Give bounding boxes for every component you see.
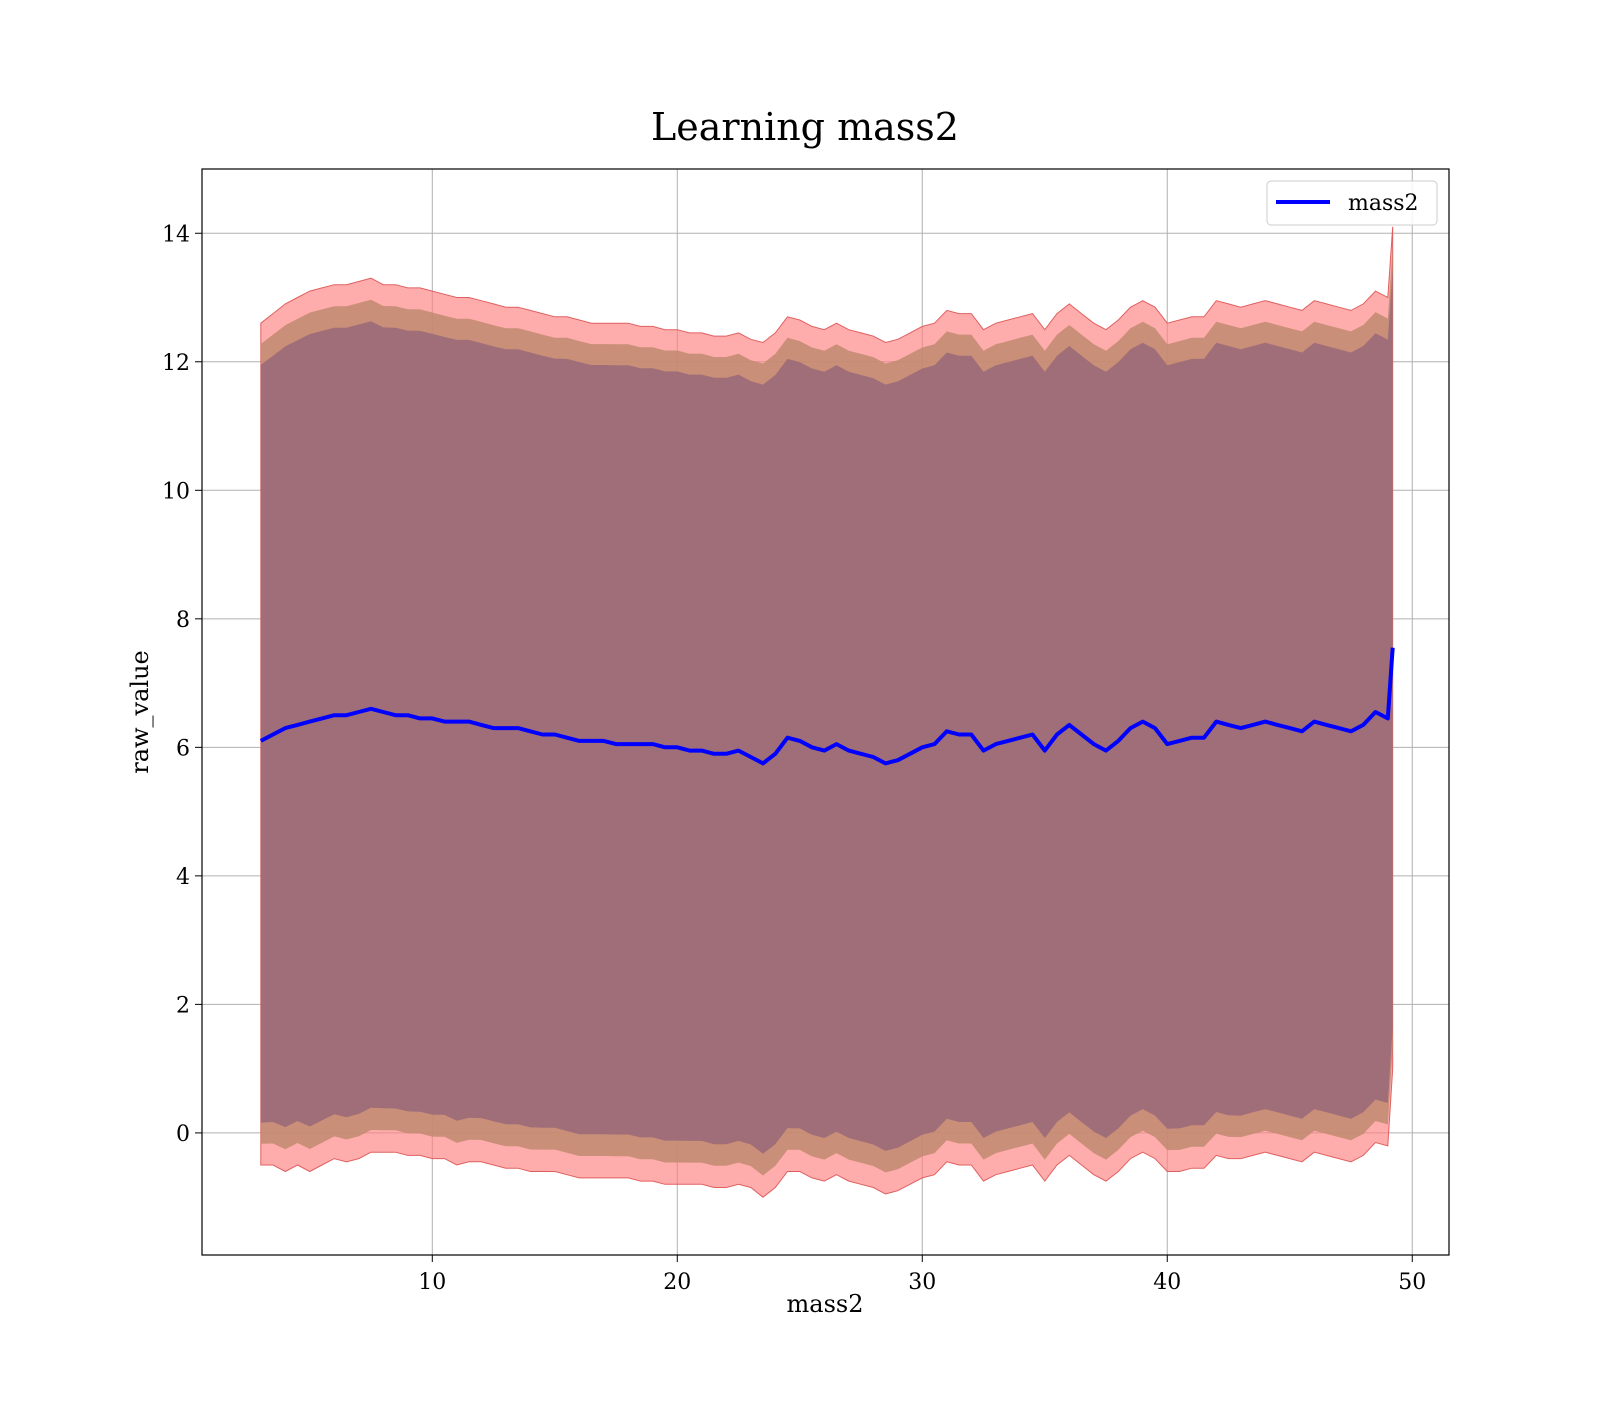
y-tick-label: 6 [176,736,190,761]
legend-entry-label: mass2 [1348,191,1419,216]
series-line-mass2 [259,647,1395,766]
legend-box [1266,180,1438,226]
plot-frame [201,168,1450,1256]
x-tick-label: 30 [908,1270,936,1295]
y-tick-label: 10 [162,479,190,504]
band-inner [260,268,1393,1154]
x-axis-ticks: 10 20 30 40 50 [418,1255,1426,1295]
x-tick-label: 50 [1398,1270,1426,1295]
uncertainty-bands [260,226,1394,1198]
y-axis-label: raw_value [126,650,154,774]
y-tick-label: 8 [176,608,190,633]
y-tick-label: 4 [176,865,190,890]
x-tick-label: 20 [663,1270,691,1295]
series-lines [259,647,1395,766]
legend: mass2 [1266,180,1438,226]
y-tick-label: 14 [162,222,190,247]
y-tick-label: 2 [176,993,190,1018]
x-tick-label: 40 [1153,1270,1181,1295]
y-tick-label: 0 [176,1122,190,1147]
chart-title: Learning mass2 [651,105,959,149]
y-axis-ticks: 0 2 4 6 8 10 12 14 [162,222,202,1147]
y-tick-label: 12 [162,351,190,376]
x-axis-label: mass2 [787,1290,864,1318]
x-tick-label: 10 [418,1270,446,1295]
